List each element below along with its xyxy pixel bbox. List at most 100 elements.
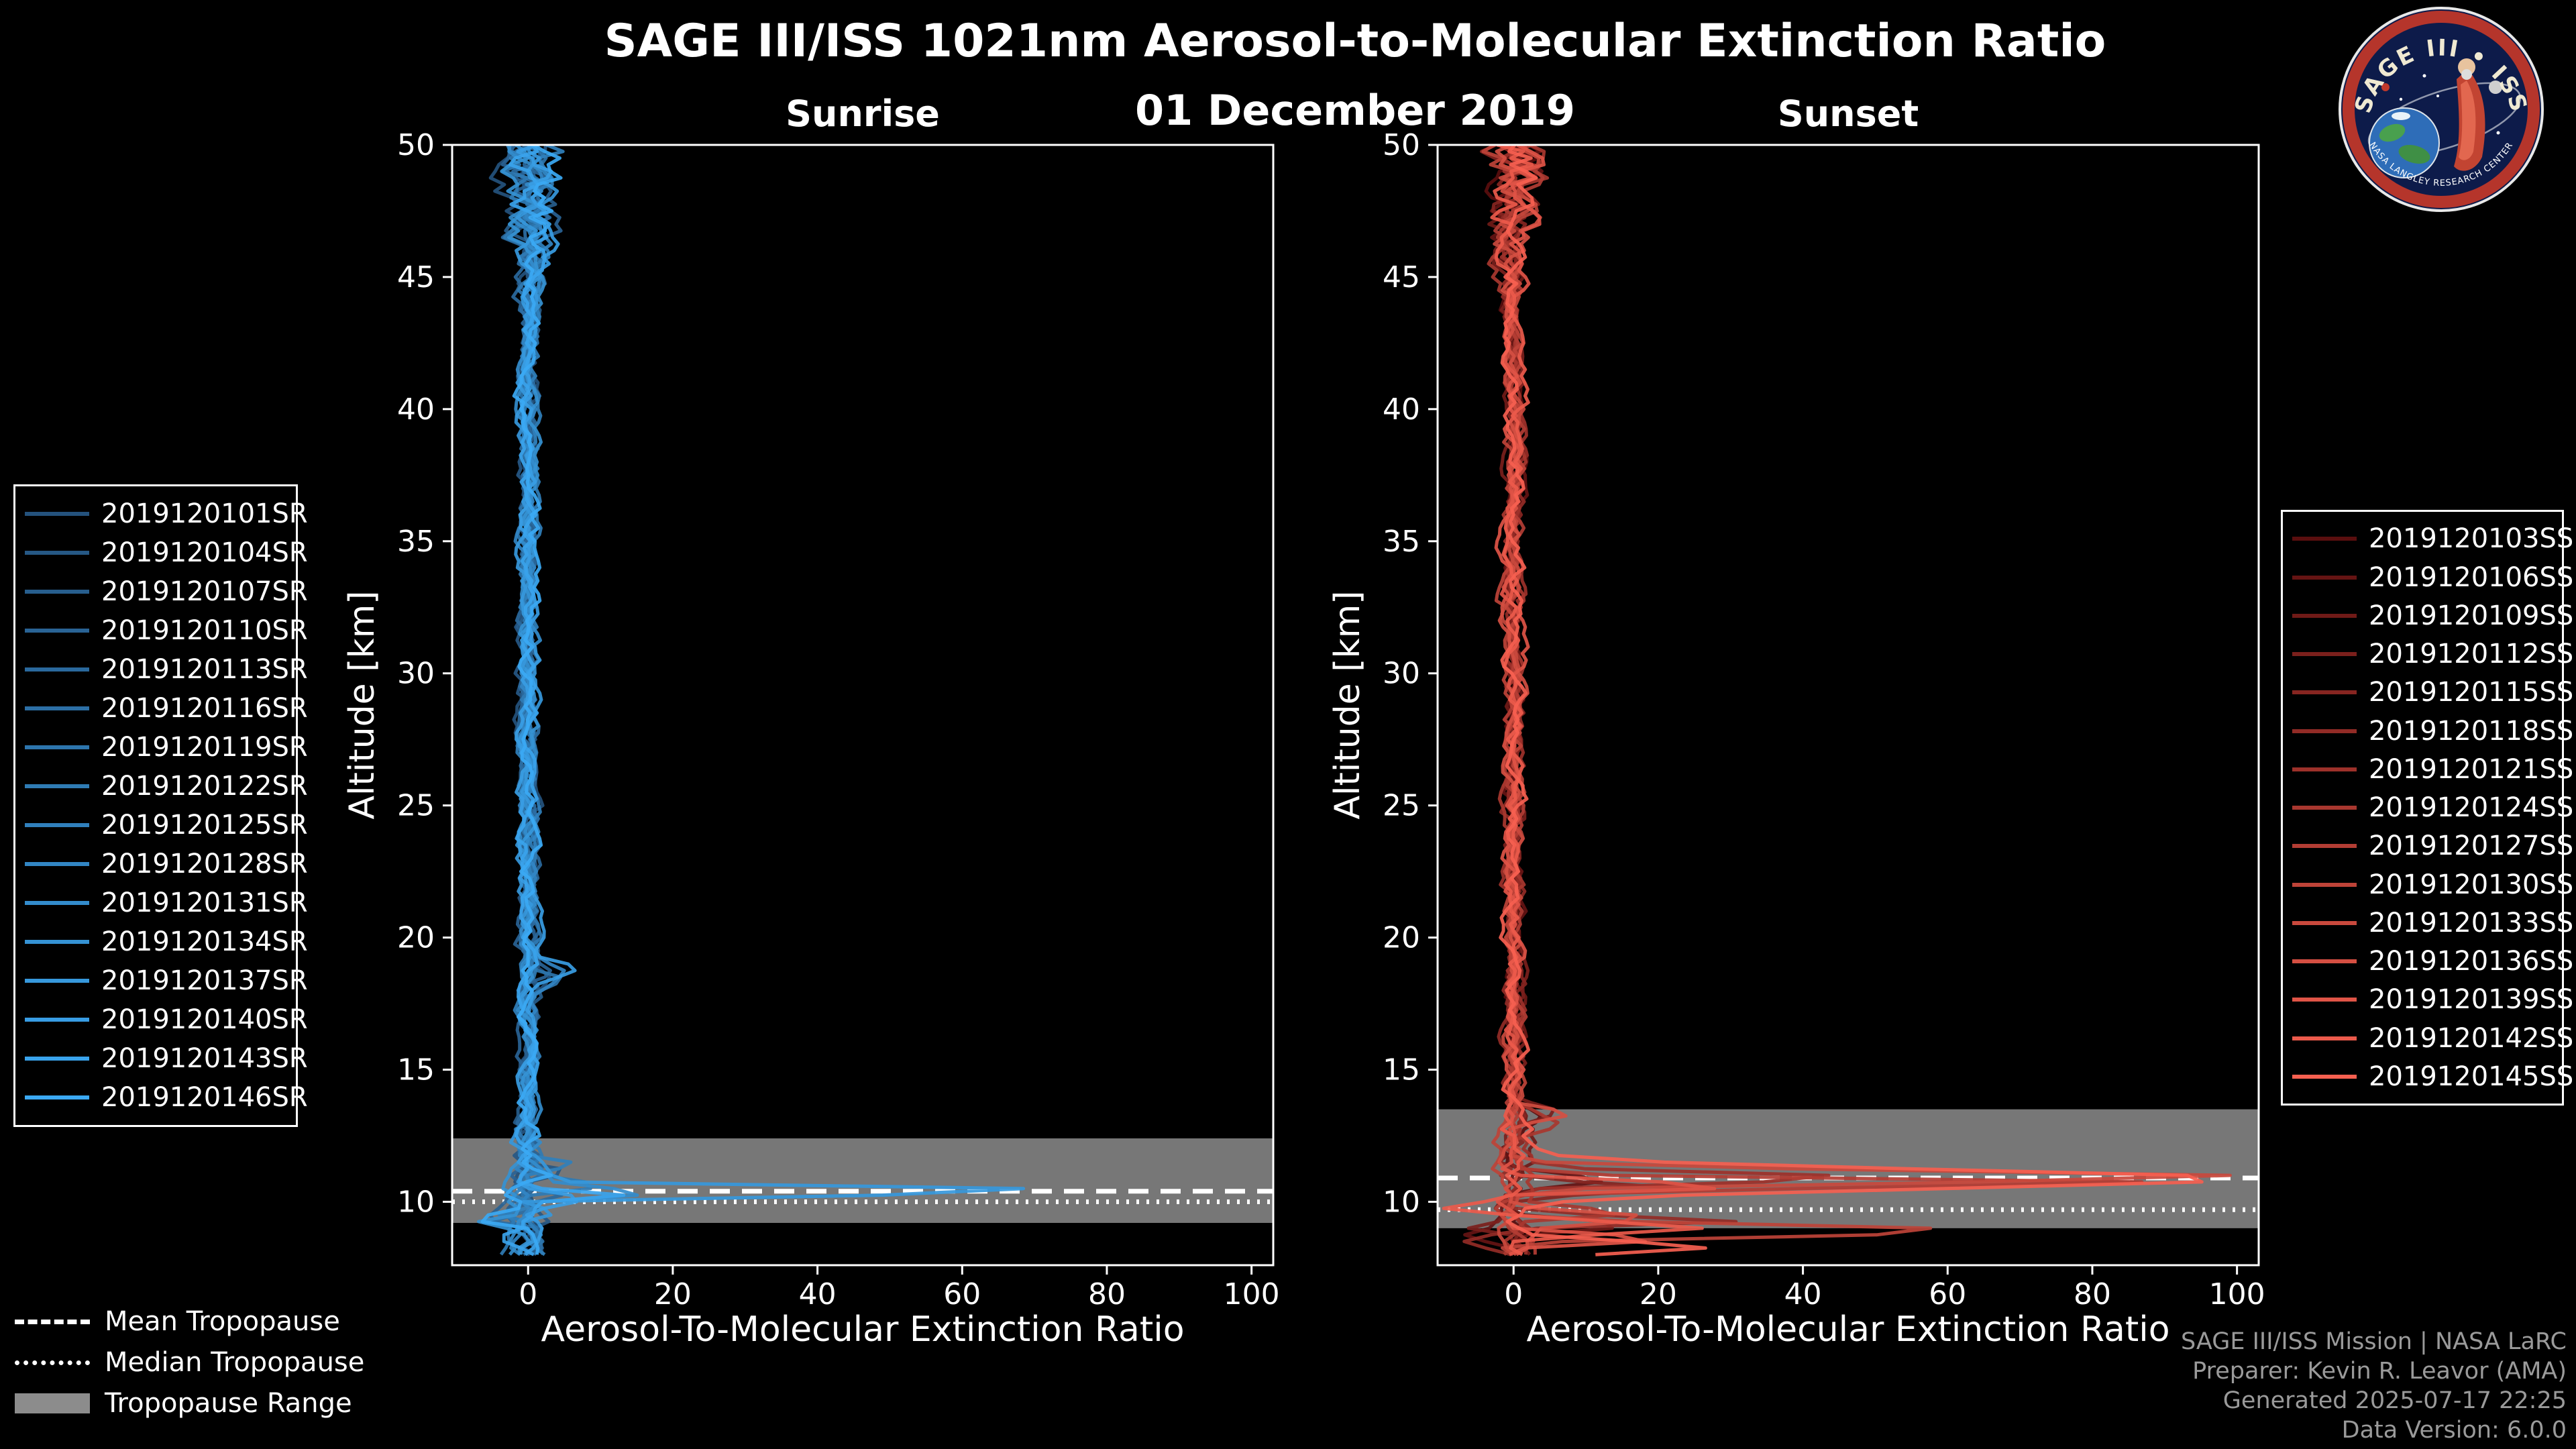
y-tick-label: 30 <box>1383 657 1420 691</box>
legend-label: 2019120130SS <box>2369 869 2574 900</box>
profile-line <box>499 145 592 1256</box>
x-tick-label: 80 <box>1088 1277 1126 1311</box>
y-tick-label: 50 <box>397 128 435 162</box>
profile-line <box>1499 145 2204 1256</box>
legend-label: 2019120115SS <box>2369 677 2574 708</box>
legend-line-sample <box>2292 613 2357 618</box>
profile-line <box>1442 145 1704 1256</box>
legend-item: 2019120130SS <box>2292 869 2573 900</box>
tropopause-legend: Mean Tropopause Median Tropopause Tropop… <box>15 1306 365 1430</box>
profile-line <box>1493 145 2232 1256</box>
legend-item: 2019120133SS <box>2292 908 2573 938</box>
legend-item: 2019120122SR <box>25 771 308 802</box>
legend-line-sample <box>2292 575 2357 580</box>
legend-item: 2019120121SS <box>2292 754 2573 785</box>
footer-line-version: Data Version: 6.0.0 <box>2341 1417 2567 1444</box>
x-tick-label: 80 <box>2074 1277 2111 1311</box>
legend-label: 2019120146SR <box>101 1082 308 1113</box>
y-tick-label: 20 <box>1383 921 1420 955</box>
panel-sunrise: 0 20 40 60 80 100 10 15 20 25 30 35 40 45 50 <box>397 128 1280 1311</box>
x-tick-label: 100 <box>1224 1277 1280 1311</box>
moon-icon <box>2489 80 2502 94</box>
y-tick-label: 20 <box>397 921 435 955</box>
logo-ring <box>2343 11 2540 208</box>
legend-label: 2019120145SS <box>2369 1061 2574 1092</box>
legend-line-sample <box>2292 959 2357 963</box>
legend-item: 2019120119SR <box>25 732 308 763</box>
sage-figure <box>2454 58 2485 171</box>
legend-label: 2019120128SR <box>101 849 308 879</box>
footer-line-generated: Generated 2025-07-17 22:25 <box>2222 1387 2567 1414</box>
legend-item: 2019120140SR <box>25 1004 308 1035</box>
x-tick-label: 60 <box>943 1277 981 1311</box>
legend-label: 2019120125SR <box>101 810 308 841</box>
legend-item-mean-tropopause: Mean Tropopause <box>15 1306 364 1337</box>
legend-item: 2019120125SR <box>25 810 308 841</box>
legend-item: 2019120116SR <box>25 693 308 724</box>
legend-label: 2019120103SS <box>2369 523 2574 555</box>
legend-line-sample <box>25 940 89 944</box>
y-tick-label: 15 <box>1383 1053 1420 1087</box>
legend-item: 2019120143SR <box>25 1043 308 1074</box>
legend-line-sample <box>25 629 89 633</box>
legend-label: 2019120104SR <box>101 537 308 568</box>
profile-line <box>1463 145 1603 1256</box>
legend-item: 2019120110SR <box>25 615 308 646</box>
legend-item: 2019120137SR <box>25 965 308 996</box>
legend-line-sample <box>25 1018 89 1022</box>
x-tick-label: 0 <box>519 1277 537 1311</box>
legend-label: 2019120118SS <box>2369 715 2574 747</box>
planet-icon <box>2381 83 2390 91</box>
x-tick-label: 40 <box>799 1277 837 1311</box>
legend-item: 2019120101SR <box>25 498 308 529</box>
x-axis-label-sunset: Aerosol-To-Molecular Extinction Ratio <box>1526 1309 2170 1350</box>
y-tick-label: 25 <box>1383 789 1420 823</box>
y-tick-label: 40 <box>1383 392 1420 427</box>
legend-line-sample <box>25 901 89 905</box>
legend-line-sample <box>25 590 89 594</box>
legend-item: 2019120145SS <box>2292 1061 2573 1092</box>
x-tick-label: 20 <box>654 1277 692 1311</box>
legend-line-sample <box>25 862 89 866</box>
legend-line-sample <box>2292 844 2357 849</box>
legend-line-sample <box>2292 1074 2357 1079</box>
legend-line-sample <box>25 706 89 710</box>
legend-line-sample <box>2292 882 2357 887</box>
legend-label: 2019120110SR <box>101 615 308 646</box>
legend-item: 2019120124SS <box>2292 792 2573 823</box>
legend-item: 2019120115SS <box>2292 677 2573 708</box>
legend-label: 2019120137SR <box>101 965 308 996</box>
legend-item: 2019120113SR <box>25 654 308 685</box>
legend-label: 2019120107SR <box>101 576 308 607</box>
profile-line <box>1493 145 2144 1255</box>
profile-line <box>1481 145 1933 1256</box>
legend-label: 2019120142SS <box>2369 1022 2574 1054</box>
legend-line-sample <box>25 512 89 516</box>
legend-line-sample <box>25 784 89 788</box>
legend-label: 2019120106SS <box>2369 561 2574 593</box>
legend-line-sample <box>25 1095 89 1099</box>
dotted-line-sample <box>15 1360 90 1365</box>
legend-label: 2019120122SR <box>101 771 308 802</box>
legend-label: Tropopause Range <box>105 1388 352 1419</box>
profile-line <box>480 145 563 1255</box>
legend-label: 2019120139SS <box>2369 984 2574 1016</box>
y-tick-label: 25 <box>397 789 435 823</box>
legend-label: 2019120113SR <box>101 654 308 685</box>
y-tick-label: 35 <box>397 525 435 559</box>
sunset-legend: 2019120103SS 2019120106SS 2019120109SS 2019… <box>2281 510 2573 1106</box>
legend-item: 2019120118SS <box>2292 716 2573 747</box>
y-axis-label-sunrise: Altitude [km] <box>342 590 382 820</box>
legend-line-sample <box>25 745 89 749</box>
legend-item: 2019120136SS <box>2292 946 2573 977</box>
profile-line <box>508 145 1026 1255</box>
earth-icon <box>2369 107 2440 178</box>
legend-item: 2019120106SS <box>2292 562 2573 593</box>
legend-label: 2019120119SR <box>101 732 308 763</box>
legend-item: 2019120127SS <box>2292 830 2573 861</box>
x-tick-label: 100 <box>2209 1277 2265 1311</box>
legend-label: Median Tropopause <box>105 1347 365 1378</box>
y-tick-label: 45 <box>1383 260 1420 294</box>
legend-line-sample <box>2292 537 2357 541</box>
